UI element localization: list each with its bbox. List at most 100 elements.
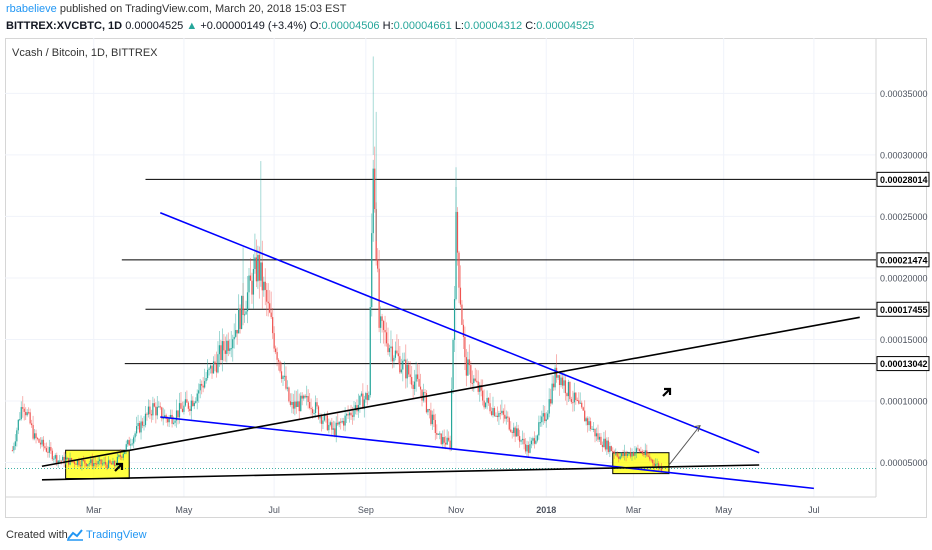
candle-body (19, 419, 21, 421)
trendline (41, 316, 860, 468)
candle-body (162, 418, 164, 420)
candle-body (344, 415, 346, 426)
candle-body (459, 287, 462, 305)
candle-body (655, 464, 657, 466)
candle-body (195, 401, 197, 403)
y-tick-label: 0.00035000 (880, 89, 928, 99)
candle-body (600, 436, 602, 445)
candle-body (193, 402, 195, 407)
candle-body (322, 420, 324, 424)
candle-body (171, 414, 173, 424)
candle-body (347, 414, 349, 416)
candle-body (217, 354, 219, 373)
candle-body (331, 422, 333, 430)
time-axis[interactable]: Mar May Jul Sep Nov 2018 Mar May Jul (86, 505, 820, 515)
candle-body (199, 383, 201, 391)
candle-body (449, 440, 451, 449)
x-tick-label: Mar (86, 505, 102, 515)
published-text: published on TradingView.com, March 20, … (59, 3, 347, 15)
candle-body (125, 444, 127, 451)
candle-body (226, 340, 228, 354)
candle-body (334, 428, 336, 436)
candle-body (150, 414, 152, 416)
candle-body (545, 419, 547, 422)
candle-body (431, 414, 433, 425)
candle-body (249, 275, 252, 281)
candle-body (91, 459, 93, 467)
open-label: O: (309, 20, 322, 32)
candle-body (468, 359, 470, 366)
candle-body (16, 430, 18, 442)
candle-body (535, 440, 537, 444)
price-level-label: 0.00017455 (880, 305, 928, 315)
candle-body (32, 425, 34, 439)
candle-body (641, 451, 643, 454)
low-label: L: (454, 20, 464, 32)
candle-body (29, 412, 31, 424)
candle-body (283, 375, 286, 377)
candle-body (502, 410, 504, 415)
candle-body (507, 416, 509, 418)
candle-body (385, 332, 388, 344)
candle-body (214, 361, 216, 365)
candle-body (189, 408, 191, 411)
candle-body (557, 375, 559, 378)
ohlc-readout: BITTREX:XVCBTC, 1D 0.00004525 ▲ +0.00000… (6, 20, 594, 32)
candle-body (113, 461, 116, 466)
candle-body (658, 463, 660, 469)
candle-body (340, 421, 342, 423)
candle-body (365, 393, 367, 400)
candle-body (128, 440, 130, 446)
candle-body (400, 369, 402, 373)
candle-body (323, 414, 326, 421)
y-tick-label: 0.00005000 (880, 458, 928, 468)
candle-body (519, 436, 521, 442)
candle-body (82, 459, 84, 461)
price-chart[interactable]: Vcash / Bitcoin, 1D, BITTREX 0.000280140… (0, 0, 932, 518)
candle-body (288, 387, 290, 402)
candle-body (621, 453, 623, 457)
price-axis[interactable]: 0.00035000 0.00030000 0.00025000 0.00020000… (880, 89, 928, 468)
candle-body (291, 401, 293, 405)
candle-body (306, 396, 308, 398)
candle-body (297, 401, 299, 407)
candle-body (224, 350, 226, 354)
x-tick-label: Mar (626, 505, 642, 515)
candle-body (455, 211, 457, 300)
chart-footer: Created with TradingView (0, 518, 932, 550)
candle-body (592, 428, 595, 430)
candle-body (448, 437, 450, 441)
tradingview-brand[interactable]: TradingView (86, 529, 147, 541)
author-link[interactable]: rbabelieve (6, 3, 57, 15)
candle-body (298, 401, 300, 412)
candle-body (406, 364, 408, 379)
candle-body (588, 421, 590, 426)
candle-body (294, 401, 296, 409)
candle-body (270, 312, 272, 318)
candle-body (22, 407, 24, 409)
candle-body (84, 460, 86, 464)
candle-body (508, 417, 510, 430)
candle-body (523, 438, 525, 445)
candle-body (360, 393, 362, 396)
candle-body (172, 422, 175, 424)
candle-body (646, 450, 648, 456)
candle-body (118, 455, 120, 457)
candle-body (486, 397, 488, 403)
candle-body (409, 374, 411, 378)
arrow-mark-head (664, 387, 672, 395)
candle-body (607, 440, 609, 452)
candle-body (399, 356, 401, 373)
candle-body (403, 359, 405, 361)
candle-body (450, 389, 453, 449)
candle-body (629, 452, 632, 457)
candle-body (100, 459, 102, 465)
candle-body (218, 345, 221, 355)
candle-body (530, 440, 533, 445)
candle-body (81, 459, 83, 467)
candle-body (474, 378, 476, 381)
candle-body (547, 413, 549, 420)
candle-body (520, 440, 522, 442)
candle-body (589, 421, 592, 430)
candle-body (579, 402, 581, 404)
